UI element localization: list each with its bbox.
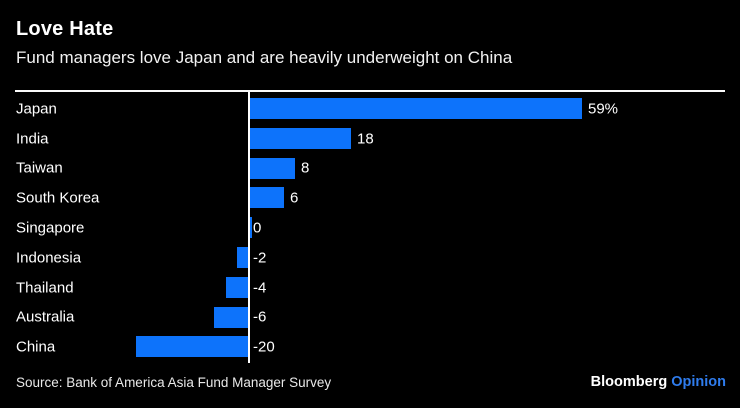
bar [250, 187, 284, 209]
chart-top-rule [15, 90, 725, 92]
category-label: Japan [16, 100, 57, 118]
category-label: Indonesia [16, 249, 82, 267]
bar [250, 127, 351, 149]
value-label: -6 [253, 308, 267, 326]
bar-row: India 18 [0, 124, 740, 154]
bar-row: Singapore 0 [0, 213, 740, 243]
category-label: China [16, 338, 56, 356]
source-text: Source: Bank of America Asia Fund Manage… [16, 375, 332, 390]
bar-row: South Korea 6 [0, 183, 740, 213]
bar [250, 157, 295, 179]
bar [214, 306, 248, 328]
category-label: Taiwan [16, 159, 63, 177]
value-label: 8 [301, 159, 310, 177]
bar-chart: Japan 59% India 18 Taiwan 8 South Korea 6 Singap… [0, 94, 740, 362]
value-label: -4 [253, 279, 267, 297]
page-subtitle: Fund managers love Japan and are heavily… [16, 48, 513, 67]
value-label: 6 [290, 189, 299, 207]
category-label: South Korea [16, 189, 100, 207]
bar [250, 217, 252, 239]
category-label: Australia [16, 308, 75, 326]
bar-row: Australia -6 [0, 303, 740, 333]
category-label: India [16, 130, 49, 148]
value-label: -20 [253, 338, 275, 356]
category-label: Thailand [16, 279, 74, 297]
bar-row: Taiwan 8 [0, 154, 740, 184]
bar-row: Japan 59% [0, 94, 740, 124]
bar [226, 276, 248, 298]
value-label: 18 [357, 130, 374, 148]
category-label: Singapore [16, 219, 85, 237]
value-label: -2 [253, 249, 267, 267]
bar [136, 336, 248, 358]
opinion-wordmark: Opinion [671, 374, 726, 390]
bar-row: Thailand -4 [0, 273, 740, 303]
bloomberg-wordmark: Bloomberg [590, 374, 668, 390]
value-label: 0 [253, 219, 262, 237]
bar-row: China -20 [0, 332, 740, 362]
page-title: Love Hate [16, 18, 114, 40]
bar-row: Indonesia -2 [0, 243, 740, 273]
zero-axis-line [248, 92, 250, 363]
bar [250, 98, 582, 119]
bar [237, 246, 248, 268]
bloomberg-opinion-logo: Bloomberg Opinion [591, 374, 726, 390]
value-label: 59% [588, 100, 619, 118]
